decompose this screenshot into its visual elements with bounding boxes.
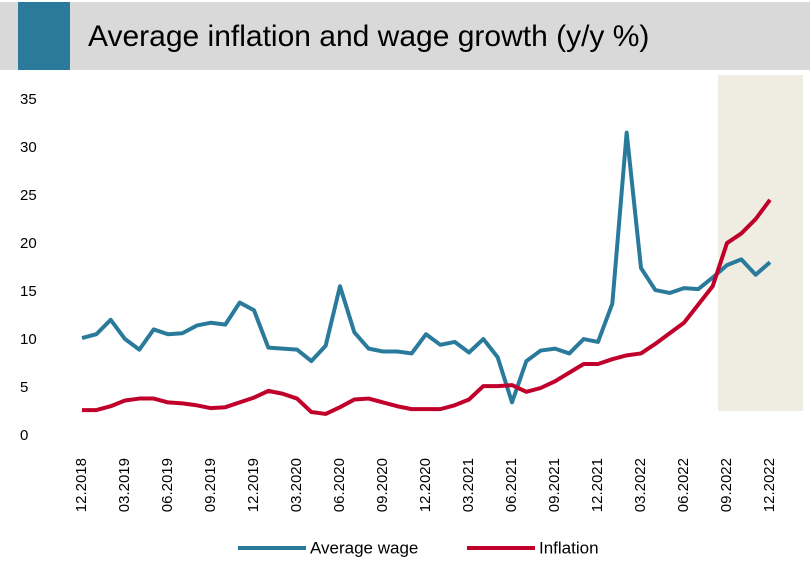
x-tick-label: 06.2019: [159, 458, 176, 512]
x-tick-label: 12.2019: [245, 458, 262, 512]
y-tick-label: 30: [20, 139, 37, 156]
x-tick-label: 12.2018: [73, 458, 90, 512]
y-tick-label: 10: [20, 331, 37, 348]
x-tick-label: 12.2020: [417, 458, 434, 512]
line-series: [82, 198, 772, 416]
highlight-region: [718, 75, 803, 411]
y-tick-label: 35: [20, 91, 37, 108]
x-tick-label: 09.2022: [718, 458, 735, 512]
legend-label: Average wage: [310, 538, 418, 557]
x-tick-label: 03.2019: [116, 458, 133, 512]
x-tick-label: 12.2021: [589, 458, 606, 512]
x-tick-label: 06.2022: [675, 458, 692, 512]
x-tick-label: 06.2020: [331, 458, 348, 512]
x-tick-label: 12.2022: [761, 458, 778, 512]
x-tick-label: 06.2021: [503, 458, 520, 512]
y-tick-label: 5: [20, 379, 28, 396]
x-tick-label: 03.2020: [288, 458, 305, 512]
title-icon: [18, 2, 70, 70]
y-tick-label: 25: [20, 187, 37, 204]
x-tick-label: 03.2021: [460, 458, 477, 512]
x-tick-label: 03.2022: [632, 458, 649, 512]
y-tick-label: 0: [20, 427, 28, 444]
chart-title: Average inflation and wage growth (y/y %…: [88, 20, 649, 53]
title-bar: [0, 2, 810, 70]
x-tick-label: 09.2021: [546, 458, 563, 512]
y-tick-label: 15: [20, 283, 37, 300]
legend-label: Inflation: [539, 538, 599, 557]
x-tick-label: 09.2020: [374, 458, 391, 512]
x-tick-label: 09.2019: [202, 458, 219, 512]
y-tick-label: 20: [20, 235, 37, 252]
line-series: [81, 130, 772, 405]
